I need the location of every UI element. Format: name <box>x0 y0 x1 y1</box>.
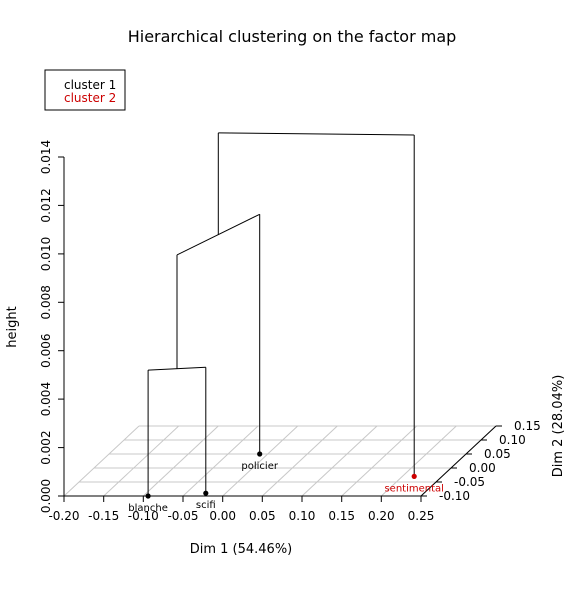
data-point-sentimental <box>411 473 417 479</box>
x-tick-label: -0.15 <box>88 509 119 523</box>
y-tick-label: -0.10 <box>439 489 470 503</box>
legend-entry-cluster-1: cluster 1 <box>64 78 116 92</box>
floor-grid-line-x-8 <box>380 425 457 497</box>
dendrogram <box>147 132 415 496</box>
data-points: blanche scifi policier sentimental <box>128 451 444 514</box>
y-tick-label: 0.10 <box>499 433 526 447</box>
x-tick-label: 0.25 <box>408 509 435 523</box>
y-axis-line <box>420 425 497 497</box>
x-tick-label: 0.05 <box>249 509 276 523</box>
data-point-blanche <box>145 493 151 499</box>
data-label-sentimental: sentimental <box>384 483 443 494</box>
y-axis-label: Dim 2 (28.04%) <box>551 375 566 478</box>
dendrogram-merge-bar <box>218 132 415 136</box>
floor-grid-line-x-0 <box>63 425 140 497</box>
floor-grid-line-x-2 <box>142 425 219 497</box>
y-tick-label: -0.05 <box>454 475 485 489</box>
z-tick-label: 0.010 <box>39 237 53 271</box>
x-tick-label: 0.15 <box>328 509 355 523</box>
z-tick-label: 0.012 <box>39 188 53 222</box>
x-tick-label: -0.10 <box>128 509 159 523</box>
z-tick-label: 0.002 <box>39 430 53 464</box>
x-tick-label: 0.10 <box>289 509 316 523</box>
chart-title: Hierarchical clustering on the factor ma… <box>128 27 457 46</box>
x-tick-label: 0.20 <box>368 509 395 523</box>
z-tick-label: 0.014 <box>39 140 53 174</box>
y-tick-label: 0.05 <box>484 447 511 461</box>
data-label-policier: policier <box>241 461 278 472</box>
data-label-blanche: blanche <box>128 503 168 514</box>
x-tick-label: -0.20 <box>48 509 79 523</box>
floor-grid-line-x-4 <box>222 425 299 497</box>
x-tick-label: 0.00 <box>209 509 236 523</box>
legend-box <box>44 69 126 111</box>
z-axis-label: height <box>5 306 20 347</box>
floor-grid-line-x-1 <box>103 425 180 497</box>
legend: cluster 1 cluster 2 <box>44 69 126 111</box>
z-tick-label: 0.006 <box>39 334 53 368</box>
data-label-scifi: scifi <box>196 500 216 511</box>
data-point-scifi <box>203 490 209 496</box>
z-tick-label: 0.008 <box>39 285 53 319</box>
z-tick-label: 0.004 <box>39 382 53 416</box>
z-tick-label: 0.000 <box>39 479 53 513</box>
floor-grid-line-x-3 <box>182 425 259 497</box>
legend-entry-cluster-2: cluster 2 <box>64 91 116 105</box>
y-tick-label: 0.15 <box>514 419 541 433</box>
data-point-policier <box>257 451 263 457</box>
y-tick-label: 0.00 <box>469 461 496 475</box>
x-axis-label: Dim 1 (54.46%) <box>190 542 293 557</box>
x-tick-label: -0.05 <box>167 509 198 523</box>
floor-grid-line-x-7 <box>341 425 418 497</box>
axes: -0.20 -0.15 -0.10 -0.05 0.00 0.05 0.10 0.15 0.20… <box>39 140 541 523</box>
floor-grid-line-x-6 <box>301 425 378 497</box>
floor-grid-line-x-5 <box>261 425 338 497</box>
